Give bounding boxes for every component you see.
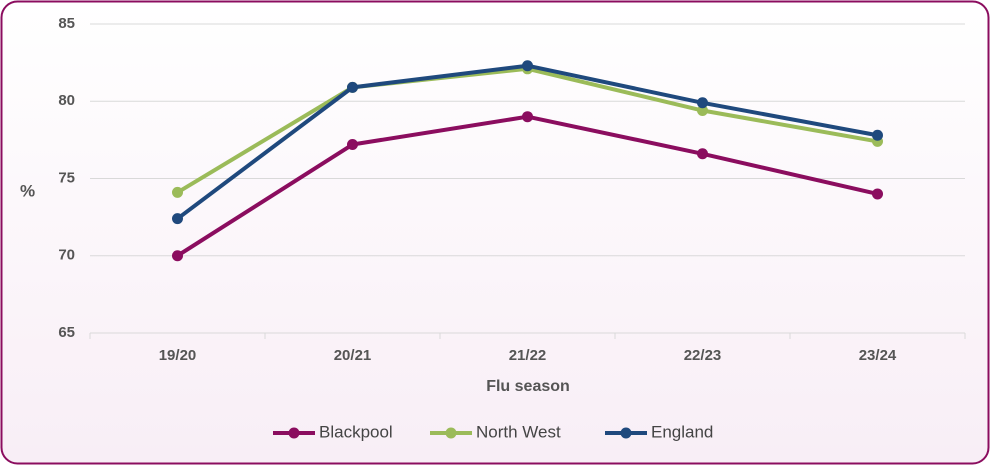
- data-point: [172, 250, 183, 262]
- data-point: [522, 111, 533, 123]
- legend-label: North West: [476, 422, 561, 441]
- legend-marker: [288, 427, 300, 439]
- y-tick-label: 80: [58, 92, 75, 109]
- x-axis-label: Flu season: [486, 378, 570, 395]
- x-tick-label: 21/22: [509, 347, 547, 364]
- data-point: [522, 60, 533, 72]
- x-tick-label: 19/20: [159, 347, 197, 364]
- y-axis-label: %: [20, 181, 35, 200]
- legend-marker: [445, 427, 457, 439]
- data-point: [172, 186, 183, 198]
- data-point: [697, 148, 708, 160]
- legend-label: Blackpool: [319, 422, 393, 441]
- x-tick-label: 22/23: [684, 347, 722, 364]
- data-point: [872, 129, 883, 141]
- data-point: [347, 81, 358, 93]
- data-point: [872, 188, 883, 200]
- data-point: [697, 105, 708, 117]
- y-tick-label: 75: [58, 169, 75, 186]
- y-tick-label: 65: [58, 324, 75, 341]
- data-point: [347, 139, 358, 151]
- data-point: [172, 213, 183, 225]
- data-point: [697, 97, 708, 109]
- y-tick-label: 70: [58, 247, 75, 264]
- y-tick-label: 85: [58, 15, 75, 32]
- x-tick-label: 23/24: [859, 347, 897, 364]
- x-tick-label: 20/21: [334, 347, 372, 364]
- legend-label: England: [651, 422, 713, 441]
- legend-marker: [620, 427, 632, 439]
